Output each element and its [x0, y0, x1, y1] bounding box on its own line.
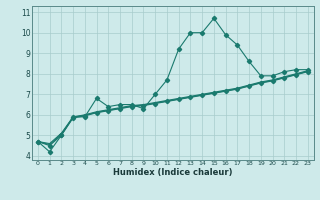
X-axis label: Humidex (Indice chaleur): Humidex (Indice chaleur)	[113, 168, 233, 177]
